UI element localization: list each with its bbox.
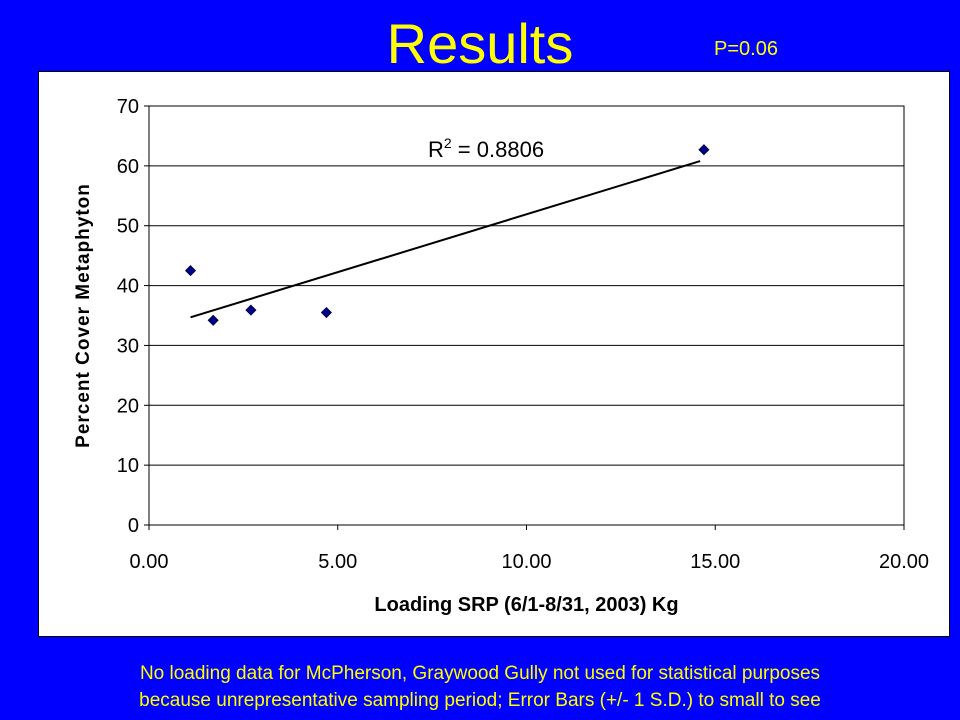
y-tick-label: 40 [117, 276, 139, 298]
footnote: No loading data for McPherson, Graywood … [20, 660, 940, 714]
x-axis-title: Loading SRP (6/1-8/31, 2003) Kg [374, 594, 678, 616]
y-tick-label: 50 [117, 216, 139, 238]
r-squared-label: R2 = 0.8806 [428, 135, 544, 162]
data-point [184, 265, 197, 277]
axes [144, 105, 905, 530]
data-point [245, 304, 257, 316]
p-value-label: P=0.06 [714, 38, 778, 60]
slide-title: Results [386, 12, 574, 75]
y-tick-label: 0 [128, 515, 139, 537]
y-axis-title: Percent Cover Metaphyton [73, 183, 94, 448]
footnote-line-2: because unrepresentative sampling period… [139, 690, 821, 711]
y-tick-label: 20 [117, 395, 139, 417]
y-tick-label: 30 [117, 335, 139, 357]
x-tick-label: 15.00 [690, 551, 740, 573]
x-tick-label: 10.00 [501, 551, 551, 573]
y-tick-label: 60 [117, 156, 139, 178]
y-tick-label: 10 [117, 455, 139, 477]
plot-border [148, 105, 905, 526]
footnote-line-1: No loading data for McPherson, Graywood … [139, 663, 821, 684]
x-tick-label: 20.00 [879, 551, 929, 573]
y-tick-label: 70 [117, 96, 139, 118]
trendline-group: R2 = 0.8806 [190, 135, 701, 319]
data-point [207, 314, 219, 326]
scatter-chart: R2 = 0.8806 0 10 20 30 40 50 60 70 0.00 5.00 10.00… [73, 96, 929, 616]
x-tick-label: 5.00 [318, 551, 357, 573]
data-point [320, 306, 332, 319]
axis-labels: 0 10 20 30 40 50 60 70 0.00 5.00 10.00 15.00 20.00 Lo… [73, 96, 929, 616]
chart-area: R2 = 0.8806 0 10 20 30 40 50 60 70 0.00 5.00 10.00… [38, 71, 950, 637]
data-points [184, 144, 710, 326]
trendline [190, 160, 701, 319]
data-point [698, 144, 710, 156]
x-tick-label: 0.00 [130, 551, 169, 573]
